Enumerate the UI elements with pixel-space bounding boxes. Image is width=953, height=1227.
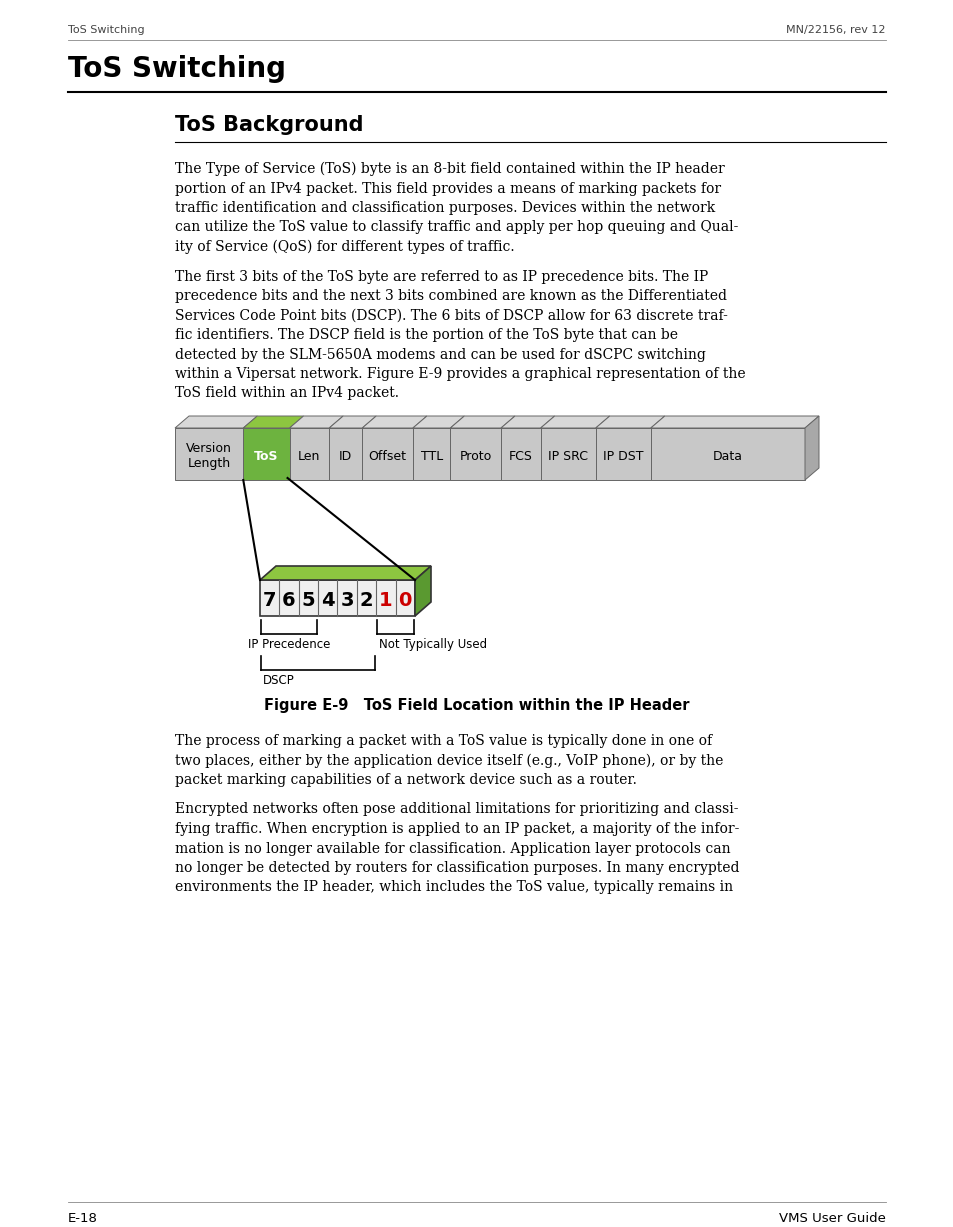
Bar	[595, 428, 650, 480]
Text: 1: 1	[378, 590, 393, 610]
Text: The process of marking a packet with a ToS value is typically done in one of: The process of marking a packet with a T…	[174, 734, 711, 748]
Polygon shape	[362, 416, 426, 428]
Polygon shape	[650, 416, 818, 428]
Bar	[260, 580, 415, 616]
Bar	[500, 428, 540, 480]
Text: 4: 4	[320, 590, 335, 610]
Text: Proto: Proto	[459, 449, 492, 463]
Polygon shape	[329, 416, 375, 428]
Text: packet marking capabilities of a network device such as a router.: packet marking capabilities of a network…	[174, 773, 637, 787]
Text: Len: Len	[298, 449, 320, 463]
Text: detected by the SLM-5650A modems and can be used for dSCPC switching: detected by the SLM-5650A modems and can…	[174, 347, 705, 362]
Text: E-18: E-18	[68, 1212, 98, 1225]
Text: ToS Switching: ToS Switching	[68, 55, 286, 83]
Text: Figure E-9   ToS Field Location within the IP Header: Figure E-9 ToS Field Location within the…	[264, 698, 689, 713]
Polygon shape	[540, 416, 609, 428]
Polygon shape	[415, 566, 431, 616]
Text: IP Precedence: IP Precedence	[248, 638, 330, 652]
Polygon shape	[243, 416, 303, 428]
Bar	[362, 428, 413, 480]
Text: 5: 5	[301, 590, 314, 610]
Bar	[329, 428, 362, 480]
Polygon shape	[595, 416, 664, 428]
Bar	[413, 428, 450, 480]
Text: Data: Data	[712, 449, 742, 463]
Text: Encrypted networks often pose additional limitations for prioritizing and classi: Encrypted networks often pose additional…	[174, 802, 738, 816]
Text: FCS: FCS	[508, 449, 532, 463]
Text: The first 3 bits of the ToS byte are referred to as IP precedence bits. The IP: The first 3 bits of the ToS byte are ref…	[174, 270, 707, 283]
Text: 3: 3	[340, 590, 354, 610]
Text: ToS: ToS	[253, 449, 278, 463]
Polygon shape	[500, 416, 554, 428]
Text: Version
Length: Version Length	[186, 442, 232, 470]
Polygon shape	[174, 416, 257, 428]
Text: portion of an IPv4 packet. This field provides a means of marking packets for: portion of an IPv4 packet. This field pr…	[174, 182, 720, 195]
Text: IP DST: IP DST	[602, 449, 643, 463]
Text: DSCP: DSCP	[263, 674, 294, 687]
Polygon shape	[290, 416, 343, 428]
Text: can utilize the ToS value to classify traffic and apply per hop queuing and Qual: can utilize the ToS value to classify tr…	[174, 221, 738, 234]
Text: 0: 0	[398, 590, 412, 610]
Text: precedence bits and the next 3 bits combined are known as the Differentiated: precedence bits and the next 3 bits comb…	[174, 290, 726, 303]
Bar	[243, 428, 290, 480]
Text: The Type of Service (ToS) byte is an 8-bit field contained within the IP header: The Type of Service (ToS) byte is an 8-b…	[174, 162, 724, 177]
Text: mation is no longer available for classification. Application layer protocols ca: mation is no longer available for classi…	[174, 842, 730, 855]
Text: Not Typically Used: Not Typically Used	[379, 638, 487, 652]
Bar	[290, 428, 329, 480]
Polygon shape	[413, 416, 464, 428]
Text: 2: 2	[359, 590, 373, 610]
Text: ID: ID	[338, 449, 352, 463]
Text: ToS Background: ToS Background	[174, 115, 363, 135]
Text: ToS field within an IPv4 packet.: ToS field within an IPv4 packet.	[174, 387, 398, 400]
Text: ity of Service (QoS) for different types of traffic.: ity of Service (QoS) for different types…	[174, 240, 514, 254]
Bar	[174, 428, 243, 480]
Text: two places, either by the application device itself (e.g., VoIP phone), or by th: two places, either by the application de…	[174, 753, 722, 768]
Text: within a Vipersat network. Figure E-9 provides a graphical representation of the: within a Vipersat network. Figure E-9 pr…	[174, 367, 745, 382]
Text: traffic identification and classification purposes. Devices within the network: traffic identification and classificatio…	[174, 201, 715, 215]
Bar	[540, 428, 595, 480]
Text: no longer be detected by routers for classification purposes. In many encrypted: no longer be detected by routers for cla…	[174, 861, 739, 875]
Polygon shape	[450, 416, 515, 428]
Text: MN/22156, rev 12: MN/22156, rev 12	[785, 25, 885, 36]
Text: fic identifiers. The DSCP field is the portion of the ToS byte that can be: fic identifiers. The DSCP field is the p…	[174, 328, 678, 342]
Text: IP SRC: IP SRC	[548, 449, 588, 463]
Text: 6: 6	[282, 590, 295, 610]
Text: fying traffic. When encryption is applied to an IP packet, a majority of the inf: fying traffic. When encryption is applie…	[174, 822, 739, 836]
Text: TTL: TTL	[420, 449, 442, 463]
Polygon shape	[260, 566, 431, 580]
Text: ToS Switching: ToS Switching	[68, 25, 145, 36]
Text: environments the IP header, which includes the ToS value, typically remains in: environments the IP header, which includ…	[174, 881, 732, 894]
Text: VMS User Guide: VMS User Guide	[779, 1212, 885, 1225]
Text: Services Code Point bits (DSCP). The 6 bits of DSCP allow for 63 discrete traf-: Services Code Point bits (DSCP). The 6 b…	[174, 308, 727, 323]
Polygon shape	[804, 416, 818, 480]
Text: Offset: Offset	[368, 449, 406, 463]
Bar	[650, 428, 804, 480]
Text: 7: 7	[263, 590, 276, 610]
Bar	[450, 428, 500, 480]
